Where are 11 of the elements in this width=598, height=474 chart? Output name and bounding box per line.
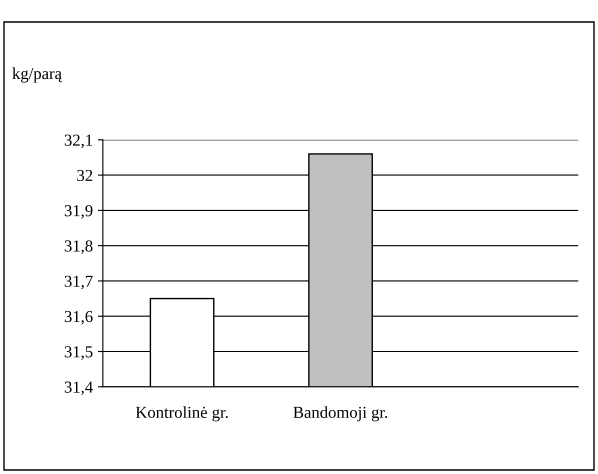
y-axis-title: kg/parą [12,67,62,83]
y-tick-label: 31,4 [64,382,93,396]
y-tick-label: 31,8 [64,240,92,254]
y-tick-label: 32 [77,170,92,182]
y-tick-label: 32,1 [64,134,92,148]
y-tick-label: 31,9 [64,205,92,219]
y-tick-label: 31,5 [64,346,92,360]
x-tick-label: Kontrolinė gr. [136,406,228,422]
y-tick-label: 31,6 [64,310,93,325]
y-tick-label: 31,7 [64,276,93,290]
x-tick-label: Bandomoji gr. [293,406,388,422]
